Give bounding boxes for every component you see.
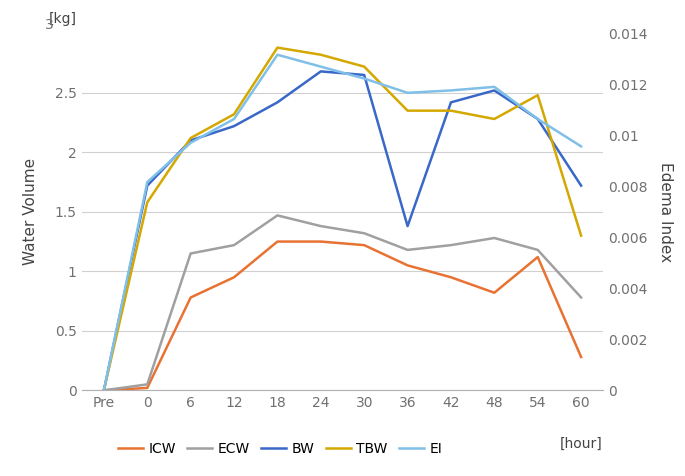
- ICW: [100, 387, 108, 393]
- ECW: [186, 250, 195, 256]
- ECW: [447, 242, 455, 248]
- ICW: [186, 295, 195, 300]
- EI: [100, 387, 108, 393]
- BW: [100, 387, 108, 393]
- TBW: [143, 199, 151, 205]
- Text: [hour]: [hour]: [560, 437, 603, 451]
- BW: [534, 116, 542, 122]
- ECW: [273, 212, 282, 218]
- Line: ICW: ICW: [104, 242, 581, 390]
- BW: [447, 99, 455, 105]
- EI: [403, 90, 412, 96]
- TBW: [230, 111, 238, 117]
- TBW: [577, 233, 585, 238]
- EI: [490, 84, 499, 89]
- EI: [316, 64, 325, 69]
- ICW: [490, 290, 499, 296]
- ICW: [403, 263, 412, 268]
- BW: [490, 88, 499, 93]
- ICW: [360, 242, 369, 248]
- ECW: [230, 242, 238, 248]
- TBW: [490, 116, 499, 122]
- BW: [316, 69, 325, 74]
- Line: EI: EI: [104, 55, 581, 390]
- ICW: [273, 239, 282, 245]
- TBW: [316, 52, 325, 58]
- Text: Water Volume: Water Volume: [23, 158, 38, 266]
- Text: Edema Index: Edema Index: [658, 162, 673, 262]
- TBW: [273, 45, 282, 50]
- ICW: [230, 274, 238, 280]
- ICW: [534, 254, 542, 260]
- BW: [577, 183, 585, 188]
- Legend: ICW, ECW, BW, TBW, EI: ICW, ECW, BW, TBW, EI: [112, 437, 447, 462]
- ICW: [316, 239, 325, 245]
- BW: [186, 138, 195, 143]
- TBW: [186, 135, 195, 141]
- Line: BW: BW: [104, 71, 581, 390]
- ECW: [316, 223, 325, 229]
- ICW: [447, 274, 455, 280]
- BW: [360, 72, 369, 78]
- ECW: [577, 295, 585, 300]
- BW: [273, 99, 282, 105]
- EI: [186, 140, 195, 146]
- TBW: [447, 108, 455, 113]
- TBW: [534, 92, 542, 98]
- BW: [230, 123, 238, 129]
- EI: [273, 52, 282, 58]
- TBW: [403, 108, 412, 113]
- ECW: [360, 230, 369, 236]
- TBW: [100, 387, 108, 393]
- BW: [143, 183, 151, 188]
- ECW: [403, 247, 412, 253]
- ECW: [143, 382, 151, 387]
- Text: [kg]: [kg]: [49, 12, 76, 26]
- EI: [143, 179, 151, 185]
- ICW: [577, 354, 585, 360]
- ECW: [534, 247, 542, 253]
- EI: [447, 88, 455, 93]
- ICW: [143, 385, 151, 391]
- EI: [534, 116, 542, 122]
- Text: 3: 3: [45, 18, 53, 31]
- ECW: [490, 235, 499, 241]
- EI: [577, 144, 585, 149]
- BW: [403, 223, 412, 229]
- EI: [230, 116, 238, 122]
- Line: TBW: TBW: [104, 48, 581, 390]
- Line: ECW: ECW: [104, 215, 581, 390]
- EI: [360, 76, 369, 81]
- TBW: [360, 64, 369, 69]
- ECW: [100, 387, 108, 393]
